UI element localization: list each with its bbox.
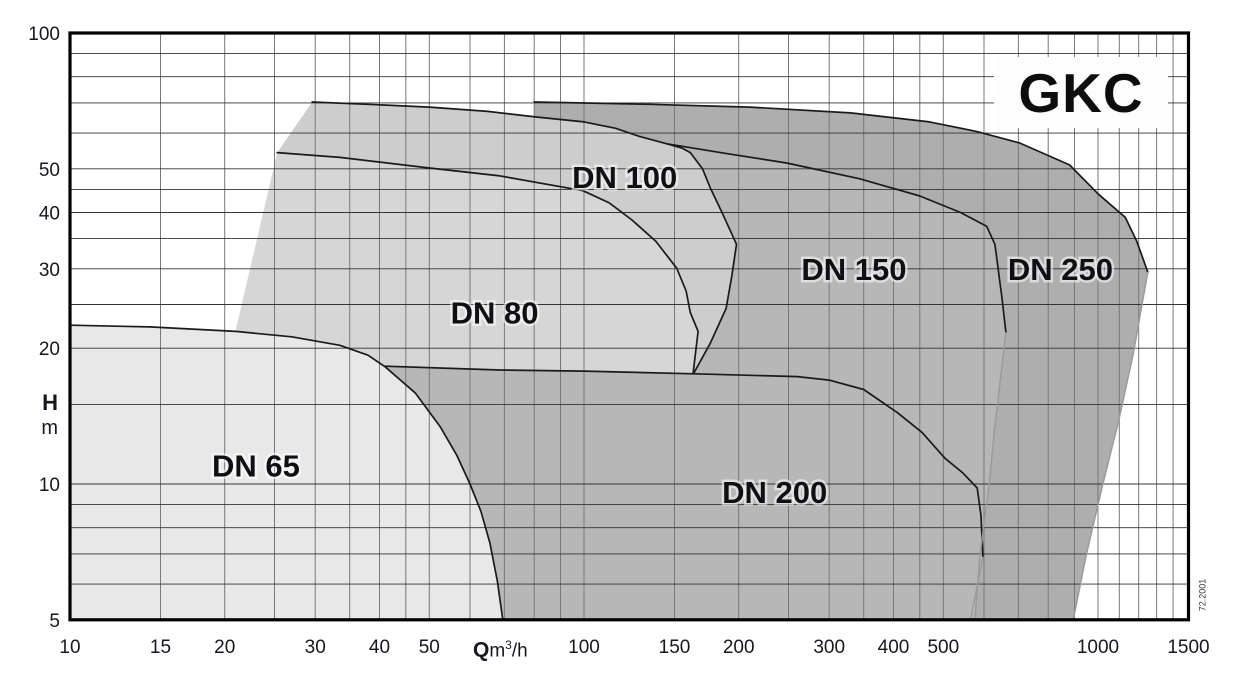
boundary-edge-4 [666,142,1007,334]
x-axis-symbol: Q [473,638,490,662]
x-tick-30: 30 [305,637,326,658]
y-tick-50: 50 [39,160,60,181]
x-tick-100: 100 [568,637,600,658]
x-axis-label: Qm3/h [473,638,528,662]
title-box: GKC [994,57,1168,128]
y-tick-30: 30 [39,260,60,281]
y-tick-10: 10 [39,475,60,496]
region-dn-200 [349,363,983,620]
x-tick-20: 20 [214,637,235,658]
fill-edge-2 [1072,271,1149,620]
y-tick-20: 20 [39,339,60,360]
region-dn-65 [70,325,503,620]
watermark-code: 72.2001 [1197,578,1208,612]
x-tick-10: 10 [59,637,80,658]
y-axis-unit: m [41,417,58,439]
y-tick-40: 40 [39,204,60,225]
boundary-edge-3 [311,101,738,375]
x-tick-1500: 1500 [1167,637,1209,658]
y-axis-symbol: H [42,390,58,415]
x-tick-15: 15 [150,637,171,658]
fill-edge-3 [969,556,984,620]
region-label-dn-100: DN 100 [572,160,677,195]
x-axis-unit-suffix: /h [511,640,528,662]
y-axis-label: H m [24,390,58,440]
y-tick-100: 100 [28,24,60,45]
region-label-dn-150: DN 150 [801,252,906,287]
x-tick-40: 40 [369,637,390,658]
y-tick-5: 5 [49,611,60,632]
boundary-edge-1 [69,324,504,621]
boundary-edge-6 [384,365,984,558]
region-label-dn-65: DN 65 [212,448,300,483]
region-label-dn-80: DN 80 [451,296,539,331]
region-label-dn-250: DN 250 [1008,252,1113,287]
x-axis-unit-base: m [489,640,506,662]
region-dn-80 [235,152,699,374]
x-tick-400: 400 [878,637,910,658]
plot-border [68,31,1191,622]
x-tick-500: 500 [927,637,959,658]
boundary-edge-5 [533,101,1149,273]
x-tick-300: 300 [813,637,845,658]
x-axis-unit-sup: 3 [505,638,512,652]
chart-title: GKC [1018,61,1144,124]
region-label-dn-200: DN 200 [722,475,827,510]
x-tick-1000: 1000 [1077,637,1119,658]
x-tick-200: 200 [723,637,755,658]
x-tick-50: 50 [419,637,440,658]
x-tick-150: 150 [659,637,691,658]
boundary-edge-2 [276,151,699,375]
